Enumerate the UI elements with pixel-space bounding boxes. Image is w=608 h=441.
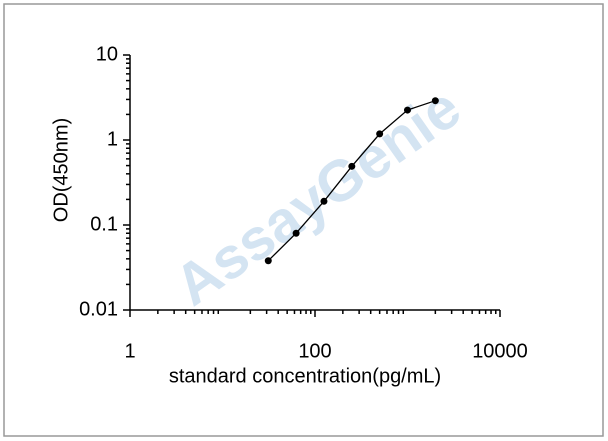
point <box>320 197 328 205</box>
x-axis-label: standard concentration(pg/mL) <box>169 365 441 387</box>
y-tick-label: 0.01 <box>79 298 118 320</box>
point <box>404 106 411 114</box>
point <box>376 130 384 138</box>
point <box>431 97 439 105</box>
point <box>264 257 272 265</box>
point <box>292 229 300 237</box>
y-tick-label: 0.1 <box>90 213 118 235</box>
y-tick-label: 1 <box>107 128 118 150</box>
point <box>348 162 356 170</box>
frame <box>3 3 604 437</box>
x-tick-label: 100 <box>298 340 331 362</box>
x-tick-label: 1 <box>124 340 135 362</box>
y-axis-label: OD(450nm) <box>50 118 72 222</box>
y-tick-label: 10 <box>96 43 118 65</box>
x-tick-label: 10000 <box>472 340 528 362</box>
